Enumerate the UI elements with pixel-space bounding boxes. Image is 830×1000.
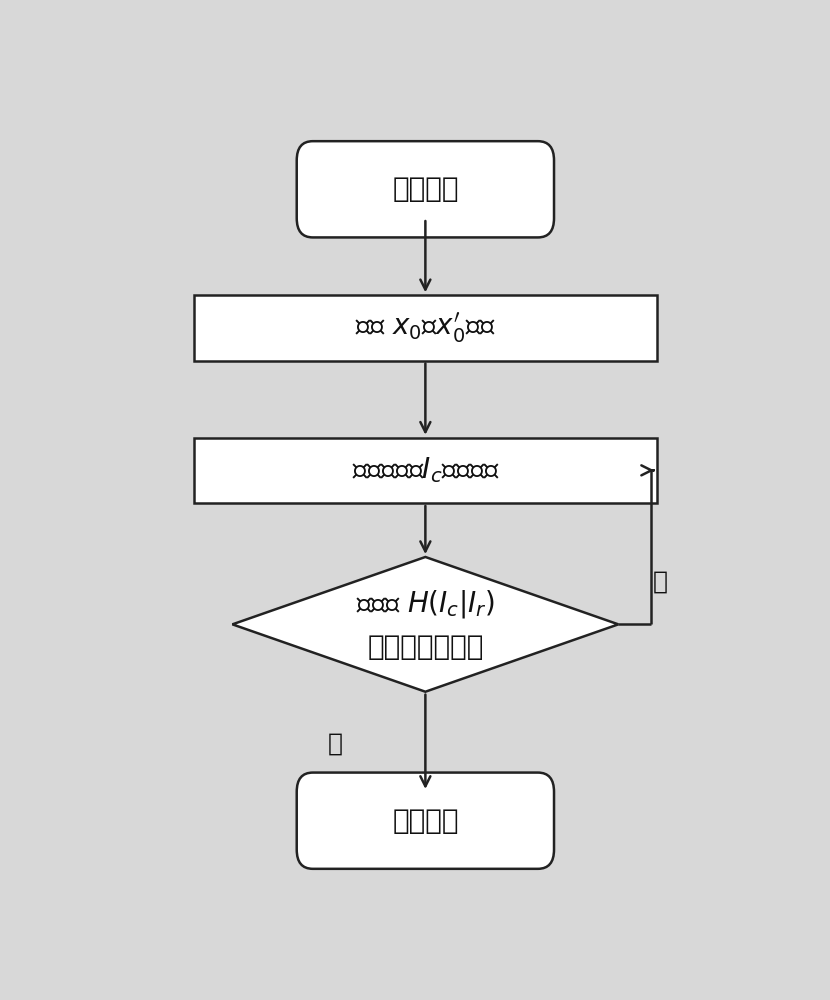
Text: 待配准数据$I_c$伸缩变换: 待配准数据$I_c$伸缩变换 (352, 455, 499, 485)
Text: 否: 否 (652, 570, 667, 594)
Bar (194, 438, 657, 503)
Text: 条件熵 $H(I_c|I_r)$
是否取得最大值: 条件熵 $H(I_c|I_r)$ 是否取得最大值 (356, 588, 495, 661)
FancyBboxPatch shape (297, 773, 554, 869)
Polygon shape (232, 557, 618, 692)
Bar (194, 295, 657, 361)
Text: 零点 $x_0$与$x_0'$对齐: 零点 $x_0$与$x_0'$对齐 (355, 311, 496, 345)
Text: 配准开始: 配准开始 (392, 175, 459, 203)
FancyBboxPatch shape (297, 141, 554, 237)
Text: 是: 是 (328, 732, 343, 756)
Text: 配准结束: 配准结束 (392, 807, 459, 835)
